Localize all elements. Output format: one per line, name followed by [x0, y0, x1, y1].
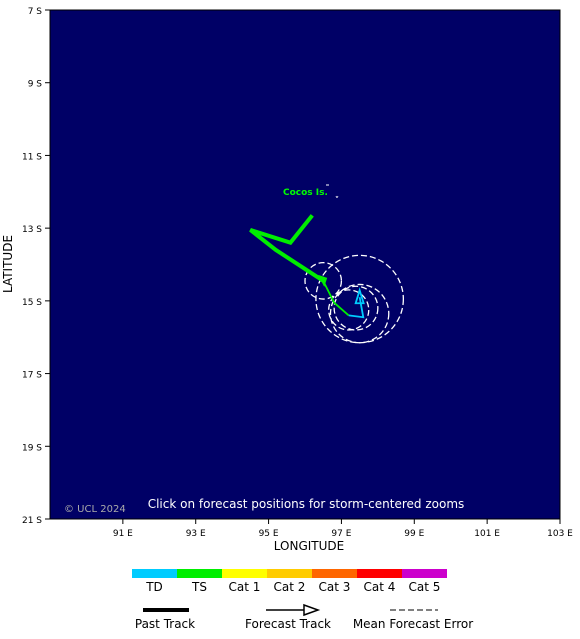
- legend-label-cat-3: Cat 3: [319, 580, 351, 594]
- lat-tick-label: 17 S: [22, 371, 42, 381]
- lon-tick-label: 93 E: [186, 529, 206, 539]
- legend-label-cat-1: Cat 1: [229, 580, 261, 594]
- legend-swatch-td: [132, 569, 177, 578]
- mean-error-legend-label: Mean Forecast Error: [353, 617, 473, 631]
- intensity-legend-labels: TD TS Cat 1 Cat 2 Cat 3 Cat 4 Cat 5: [145, 580, 440, 594]
- ocean-background[interactable]: [50, 10, 560, 519]
- zoom-instruction-text: Click on forecast positions for storm-ce…: [148, 497, 465, 511]
- lat-tick-label: 19 S: [22, 443, 42, 453]
- lon-tick-label: 99 E: [404, 529, 424, 539]
- lon-tick-label: 91 E: [113, 529, 133, 539]
- forecast-track-legend-label: Forecast Track: [245, 617, 331, 631]
- forecast-error-circle[interactable]: [333, 285, 379, 331]
- legend-label-cat-4: Cat 4: [364, 580, 396, 594]
- cocos-islands-label: Cocos Is.: [283, 188, 328, 198]
- lat-tick-label: 21 S: [22, 516, 42, 526]
- forecast-track-arrowhead[interactable]: [354, 287, 365, 305]
- lon-tick-label: 97 E: [331, 529, 351, 539]
- legend-label-cat-5: Cat 5: [409, 580, 441, 594]
- legend-swatch-ts: [177, 569, 222, 578]
- lat-tick-label: 15 S: [22, 298, 42, 308]
- legend-swatch-cat-1: [222, 569, 267, 578]
- legend-swatch-cat-3: [312, 569, 357, 578]
- lon-tick-label: 103 E: [547, 529, 573, 539]
- past-track-line: [249, 214, 325, 283]
- lat-tick-label: 7 S: [28, 7, 43, 17]
- forecast-track-legend-arrow: [266, 603, 321, 617]
- legend-swatch-cat-4: [357, 569, 402, 578]
- lon-tick-label: 101 E: [474, 529, 500, 539]
- cocos-islands-icon: [326, 184, 339, 198]
- legend-label-cat-2: Cat 2: [274, 580, 306, 594]
- intensity-color-legend: [132, 569, 447, 578]
- mean-forecast-error-circles: [304, 254, 405, 344]
- forecast-error-circle[interactable]: [315, 254, 405, 344]
- legend-swatch-cat-2: [267, 569, 312, 578]
- lat-tick-label: 13 S: [22, 225, 42, 235]
- lat-tick-label: 9 S: [28, 80, 43, 90]
- lon-tick-label: 95 E: [259, 529, 279, 539]
- longitude-ticks: 91 E 93 E 95 E 97 E 99 E 101 E 103 E: [113, 519, 573, 539]
- latitude-axis-label: LATITUDE: [1, 235, 15, 293]
- plot-frame: [49, 9, 561, 520]
- legend-swatch-cat-5: [402, 569, 447, 578]
- longitude-axis-label: LONGITUDE: [274, 539, 344, 553]
- storm-tracks: [249, 214, 365, 319]
- past-track-legend-label: Past Track: [135, 617, 195, 631]
- forecast-error-circle[interactable]: [328, 289, 370, 331]
- legend-label-ts: TS: [191, 580, 207, 594]
- lat-tick-label: 11 S: [22, 152, 42, 162]
- legend-label-td: TD: [145, 580, 163, 594]
- copyright-label: © UCL 2024: [64, 504, 126, 515]
- forecast-track-ts-segment[interactable]: [322, 280, 350, 317]
- forecast-error-circle[interactable]: [304, 261, 343, 300]
- past-track-arrowhead: [318, 274, 328, 287]
- latitude-ticks: 7 S 9 S 11 S 13 S 15 S 17 S 19 S 21 S: [22, 7, 50, 526]
